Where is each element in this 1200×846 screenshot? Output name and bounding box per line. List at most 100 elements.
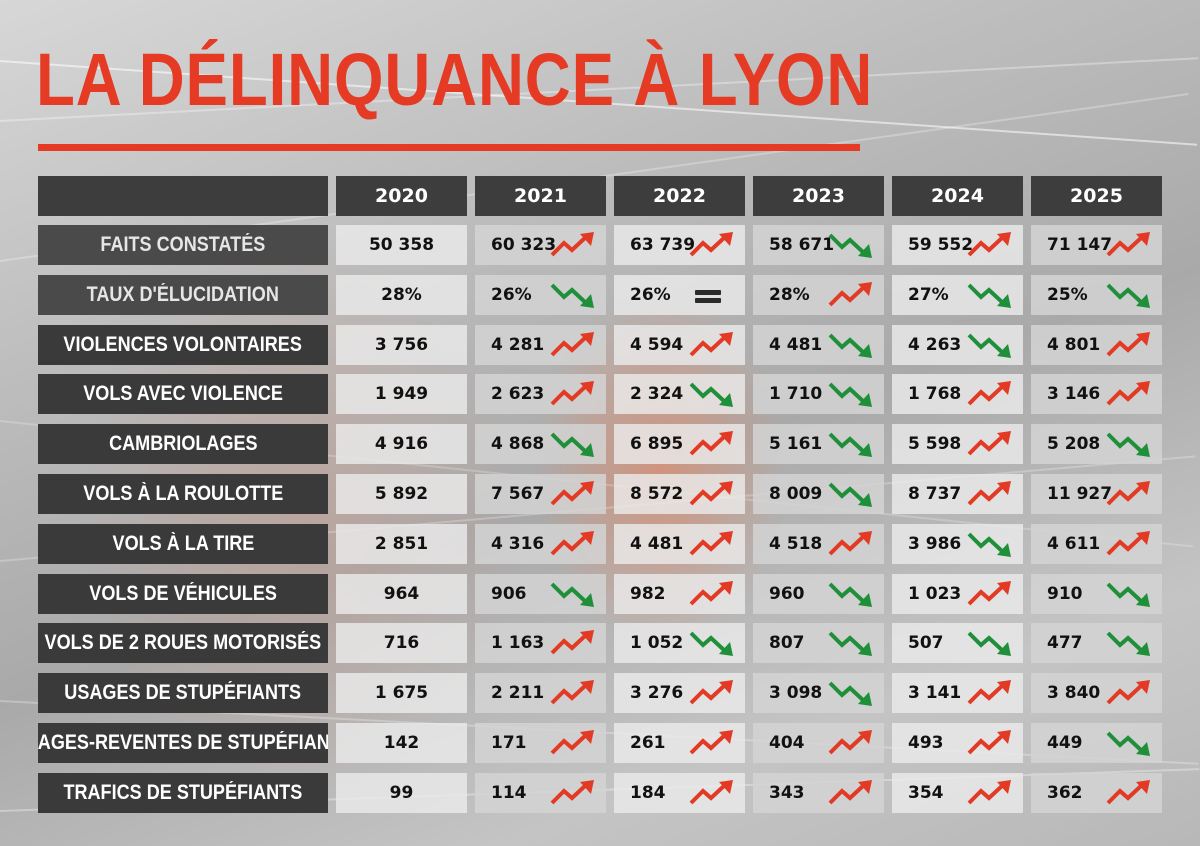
value-cell: 2 211 <box>475 673 606 714</box>
value-cell: 906 <box>475 573 606 614</box>
value-cell: 8 009 <box>753 474 884 514</box>
trend-line <box>689 382 727 404</box>
trend-down-icon <box>1106 731 1150 756</box>
trend-up-icon <box>967 680 1011 705</box>
value-cell: 4 316 <box>475 523 606 564</box>
row-label-text: USAGES DE STUPÉFIANTS <box>64 681 302 705</box>
cell-value: 3 756 <box>374 334 429 355</box>
value-cell: 716 <box>336 623 467 664</box>
value-cell: 449 <box>1031 723 1162 763</box>
trend-up-icon <box>967 381 1011 406</box>
cell-value: 28% <box>381 284 422 305</box>
cell-value: 1 052 <box>630 633 684 654</box>
value-cell: 4 611 <box>1031 523 1162 564</box>
trend-arrowhead <box>858 692 872 707</box>
row-label-text: VOLS À LA TIRE <box>112 531 254 555</box>
trend-arrowhead <box>1136 530 1150 545</box>
trend-line <box>689 631 727 653</box>
cell-value: 1 023 <box>908 583 962 604</box>
cell-value: 4 481 <box>630 533 684 554</box>
value-cell: 28% <box>336 274 467 315</box>
cell-value: 4 594 <box>630 334 684 355</box>
row-label-text: FAITS CONSTATÉS <box>100 233 266 256</box>
value-cell: 8 737 <box>892 474 1023 514</box>
trend-arrowhead <box>1136 642 1150 657</box>
trend-arrowhead <box>858 281 872 296</box>
trend-line <box>1106 432 1144 454</box>
value-cell: 910 <box>1031 573 1162 614</box>
trend-up-icon <box>550 779 594 805</box>
value-cell: 8 572 <box>614 474 745 514</box>
cell-value: 142 <box>383 733 420 753</box>
value-cell: 58 671 <box>753 225 884 265</box>
value-cell: 4 801 <box>1031 324 1162 365</box>
trend-up-icon <box>1106 779 1150 805</box>
trend-line <box>550 432 588 454</box>
cell-value: 171 <box>491 733 527 753</box>
trend-arrowhead <box>1136 680 1150 695</box>
cell-value: 184 <box>630 782 666 803</box>
trend-arrowhead <box>580 779 594 794</box>
trend-line <box>689 484 727 506</box>
trend-arrowhead <box>997 542 1011 557</box>
trend-arrowhead <box>997 680 1011 695</box>
trend-up-icon <box>550 680 594 705</box>
cell-value: 4 801 <box>1047 334 1101 355</box>
trend-line <box>550 235 588 257</box>
cell-value: 3 840 <box>1047 683 1101 704</box>
row-label: VOLS À LA ROULOTTE <box>38 474 328 514</box>
value-cell: 50 358 <box>336 225 467 265</box>
value-cell: 28% <box>753 274 884 315</box>
cell-value: 4 518 <box>769 533 823 554</box>
trend-arrowhead <box>1136 592 1150 607</box>
trend-arrowhead <box>858 393 872 408</box>
value-cell: 1 710 <box>753 374 884 415</box>
trend-up-icon <box>967 580 1011 606</box>
value-cell: 3 986 <box>892 523 1023 564</box>
cell-value: 5 208 <box>1047 434 1101 455</box>
cell-value: 3 146 <box>1047 384 1101 405</box>
value-cell: 6 895 <box>614 424 745 465</box>
cell-value: 493 <box>908 733 944 753</box>
value-cell: 1 675 <box>336 673 467 714</box>
trend-line <box>828 783 866 805</box>
trend-line <box>1106 683 1144 705</box>
trend-up-icon <box>689 580 733 606</box>
trend-down-icon <box>828 333 872 358</box>
value-cell: 4 518 <box>753 523 884 564</box>
value-cell: 3 141 <box>892 673 1023 714</box>
cell-value: 5 161 <box>769 434 823 455</box>
trend-line <box>550 283 588 305</box>
trend-up-icon <box>550 481 594 506</box>
cell-value: 4 316 <box>491 533 545 554</box>
trend-arrowhead <box>580 630 594 645</box>
trend-arrowhead <box>858 530 872 545</box>
trend-arrowhead <box>858 493 872 507</box>
trend-arrowhead <box>858 343 872 358</box>
row-label: CAMBRIOLAGES <box>38 424 328 465</box>
trend-down-icon <box>1106 631 1150 657</box>
trend-up-icon <box>689 232 733 257</box>
trend-line <box>967 733 1005 755</box>
value-cell: 4 263 <box>892 324 1023 365</box>
cell-value: 99 <box>389 782 414 803</box>
trend-arrowhead <box>1136 742 1150 756</box>
trend-down-icon <box>689 631 733 657</box>
value-cell: 1 023 <box>892 573 1023 614</box>
trend-line <box>828 285 866 307</box>
value-cell: 4 281 <box>475 324 606 365</box>
trend-line <box>828 382 866 404</box>
trend-line <box>828 681 866 703</box>
trend-arrowhead <box>719 642 733 657</box>
trend-down-icon <box>828 432 872 458</box>
value-cell: 354 <box>892 772 1023 813</box>
cell-value: 63 739 <box>630 235 696 255</box>
cell-value: 477 <box>1047 633 1083 654</box>
trend-down-icon <box>967 283 1011 308</box>
value-cell: 26% <box>614 274 745 315</box>
value-cell: 171 <box>475 723 606 763</box>
value-cell: 63 739 <box>614 225 745 265</box>
value-cell: 964 <box>336 573 467 614</box>
trend-up-icon <box>967 730 1011 755</box>
trend-up-icon <box>967 431 1011 456</box>
